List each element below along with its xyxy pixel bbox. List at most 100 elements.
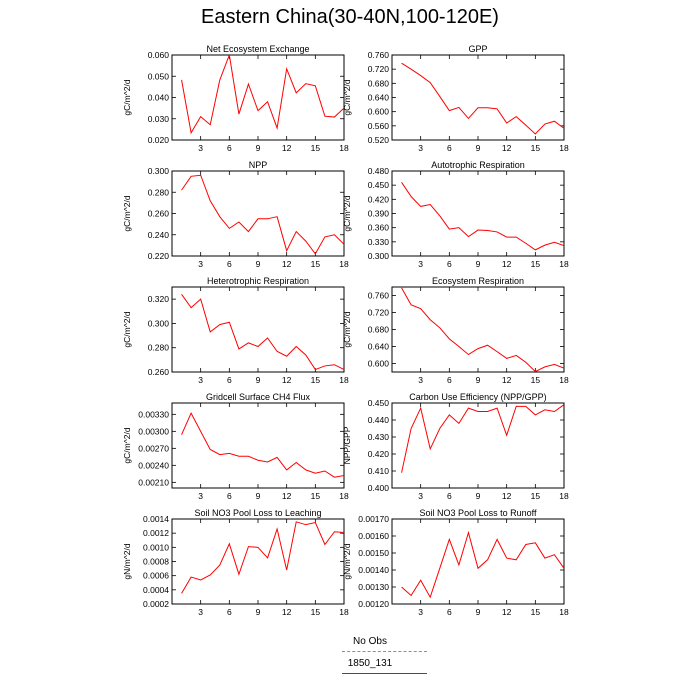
chart-title: GPP: [468, 44, 487, 54]
y-tick-label: 0.760: [368, 291, 390, 301]
x-tick-label: 9: [256, 607, 261, 617]
legend-line-1850-131: [342, 673, 427, 674]
plot-frame: [391, 518, 565, 605]
plot-frame: [171, 402, 345, 489]
y-tick-label: 0.0012: [143, 528, 169, 538]
x-tick-label: 18: [559, 607, 569, 617]
y-tick-label: 0.00160: [358, 531, 389, 541]
chart-title: Soil NO3 Pool Loss to Leaching: [194, 508, 321, 518]
y-tick-label: 0.640: [368, 342, 390, 352]
y-tick-label: 0.450: [368, 398, 390, 408]
x-tick-label: 15: [531, 375, 541, 385]
legend-line-no-obs: [342, 651, 427, 652]
x-tick-label: 18: [339, 143, 349, 153]
x-tick-label: 6: [447, 491, 452, 501]
series-line-0: [401, 62, 564, 135]
chart-panel-4: Heterotrophic Respiration 3 6 9 12 15 18 0.260 0…: [122, 276, 349, 385]
x-tick-label: 6: [447, 143, 452, 153]
chart-panel-1: GPP 3 6 9 12 15 18 0.520 0.560 0.600 0.640 0.680 0.7…: [342, 44, 569, 153]
y-tick-label: 0.560: [368, 121, 390, 131]
plot-frame: [171, 286, 345, 373]
legend-label-no-obs: No Obs: [353, 636, 387, 647]
x-tick-label: 12: [502, 375, 512, 385]
x-tick-label: 18: [339, 259, 349, 269]
y-tick-label: 0.280: [148, 187, 170, 197]
x-tick-label: 3: [418, 375, 423, 385]
y-tick-label: 0.440: [368, 415, 390, 425]
series-line-0: [401, 287, 564, 372]
y-tick-label: 0.0014: [143, 514, 169, 524]
y-tick-label: 0.00170: [358, 514, 389, 524]
y-tick-label: 0.720: [368, 308, 390, 318]
x-tick-label: 12: [502, 491, 512, 501]
y-tick-label: 0.0004: [143, 585, 169, 595]
y-tick-label: 0.280: [148, 343, 170, 353]
y-axis-label: gN/m^2/d: [122, 543, 132, 579]
chart-panel-0: Net Ecosystem Exchange 3 6 9 12 15 18 0.020 0.03…: [122, 44, 349, 153]
y-tick-label: 0.00300: [138, 426, 169, 436]
y-tick-label: 0.600: [368, 359, 390, 369]
y-tick-label: 0.240: [148, 230, 170, 240]
x-tick-label: 12: [282, 259, 292, 269]
series-line-0: [181, 521, 344, 594]
x-tick-label: 6: [227, 491, 232, 501]
plot-frame: [391, 286, 565, 373]
plot-frame: [391, 402, 565, 489]
y-tick-label: 0.430: [368, 432, 390, 442]
x-tick-label: 15: [311, 375, 321, 385]
x-tick-label: 9: [476, 143, 481, 153]
y-tick-label: 0.050: [148, 71, 170, 81]
x-tick-label: 3: [418, 607, 423, 617]
y-tick-label: 0.640: [368, 93, 390, 103]
y-axis-label: gC/m^2/d: [342, 311, 352, 347]
y-axis-label: gC/m^2/d: [342, 195, 352, 231]
y-tick-label: 0.060: [148, 50, 170, 60]
y-tick-label: 0.030: [148, 114, 170, 124]
y-tick-label: 0.00130: [358, 582, 389, 592]
x-tick-label: 9: [256, 143, 261, 153]
x-tick-label: 6: [227, 143, 232, 153]
y-tick-label: 0.00330: [138, 409, 169, 419]
y-tick-label: 0.00140: [358, 565, 389, 575]
y-tick-label: 0.0008: [143, 557, 169, 567]
y-tick-label: 0.390: [368, 209, 390, 219]
x-tick-label: 9: [256, 375, 261, 385]
y-tick-label: 0.020: [148, 135, 170, 145]
x-tick-label: 15: [311, 143, 321, 153]
y-tick-label: 0.300: [148, 166, 170, 176]
y-tick-label: 0.00150: [358, 548, 389, 558]
chart-panel-9: Soil NO3 Pool Loss to Runoff 3 6 9 12 15 18 0.0…: [342, 508, 569, 617]
y-tick-label: 0.00120: [358, 599, 389, 609]
x-tick-label: 12: [282, 607, 292, 617]
chart-panel-2: NPP 3 6 9 12 15 18 0.220 0.240 0.260 0.280 0.300 gC/…: [122, 160, 349, 269]
chart-title: Autotrophic Respiration: [431, 160, 525, 170]
y-tick-label: 0.300: [368, 251, 390, 261]
chart-title: Soil NO3 Pool Loss to Runoff: [420, 508, 537, 518]
y-tick-label: 0.360: [368, 223, 390, 233]
y-axis-label: gC/m^2/d: [342, 79, 352, 115]
x-tick-label: 12: [282, 375, 292, 385]
chart-panel-7: Carbon Use Efficiency (NPP/GPP) 3 6 9 12 15 18…: [342, 392, 569, 501]
x-tick-label: 3: [198, 375, 203, 385]
y-axis-label: gC/m^2/d: [122, 195, 132, 231]
x-tick-label: 15: [311, 607, 321, 617]
y-tick-label: 0.0002: [143, 599, 169, 609]
chart-panel-6: Gridcell Surface CH4 Flux 3 6 9 12 15 18 0.0021…: [122, 392, 349, 501]
x-tick-label: 18: [559, 491, 569, 501]
x-tick-label: 18: [339, 491, 349, 501]
x-tick-label: 3: [198, 491, 203, 501]
x-tick-label: 3: [198, 143, 203, 153]
y-tick-label: 0.520: [368, 135, 390, 145]
x-tick-label: 3: [198, 607, 203, 617]
y-tick-label: 0.260: [148, 209, 170, 219]
y-tick-label: 0.400: [368, 483, 390, 493]
plot-frame: [171, 518, 345, 605]
x-tick-label: 12: [282, 143, 292, 153]
plot-frame: [391, 170, 565, 257]
x-tick-label: 12: [502, 259, 512, 269]
chart-title: NPP: [249, 160, 268, 170]
x-tick-label: 15: [531, 607, 541, 617]
x-tick-label: 15: [311, 259, 321, 269]
series-line-0: [181, 412, 344, 478]
x-tick-label: 9: [256, 259, 261, 269]
